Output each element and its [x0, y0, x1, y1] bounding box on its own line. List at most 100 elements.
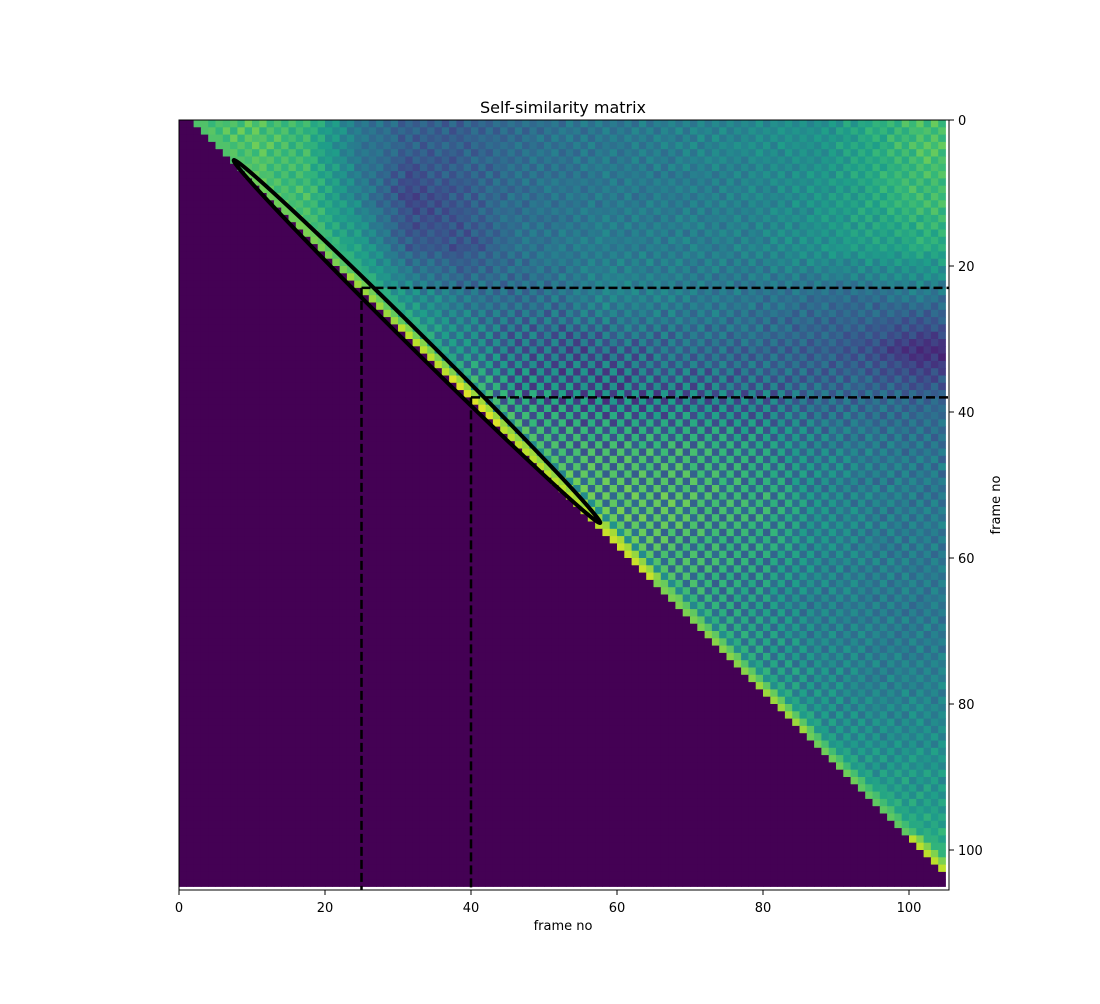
heatmap-cell: [463, 120, 472, 128]
heatmap-cell: [638, 317, 647, 325]
heatmap-cell: [646, 448, 654, 457]
heatmap-cell: [660, 244, 669, 252]
heatmap-cell: [602, 375, 611, 384]
heatmap-cell: [427, 463, 435, 471]
heatmap-cell: [390, 375, 399, 384]
heatmap-cell: [536, 273, 545, 281]
heatmap-cell: [617, 295, 625, 303]
heatmap-cell: [354, 463, 362, 471]
heatmap-cell: [857, 360, 866, 369]
heatmap-cell: [427, 397, 435, 406]
heatmap-cell: [587, 200, 596, 208]
heatmap-cell: [748, 200, 757, 208]
heatmap-cell: [916, 178, 924, 187]
heatmap-cell: [310, 463, 319, 471]
heatmap-cell: [339, 229, 348, 238]
heatmap-cell: [522, 324, 530, 333]
heatmap-cell: [237, 360, 246, 369]
heatmap-cell: [259, 309, 267, 318]
heatmap-cell: [500, 280, 508, 289]
heatmap-cell: [390, 382, 399, 391]
heatmap-cell: [872, 331, 881, 340]
heatmap-cell: [325, 193, 333, 201]
heatmap-cell: [332, 426, 340, 435]
heatmap-cell: [741, 331, 749, 340]
heatmap-cell: [485, 178, 494, 187]
heatmap-cell: [500, 149, 508, 157]
heatmap-cell: [857, 317, 866, 325]
heatmap-cell: [478, 127, 486, 135]
heatmap-cell: [434, 441, 443, 449]
heatmap-cell: [660, 156, 669, 165]
heatmap-cell: [536, 317, 545, 325]
heatmap-cell: [186, 390, 194, 398]
heatmap-cell: [281, 426, 289, 435]
heatmap-cell: [266, 433, 275, 442]
heatmap-cell: [741, 178, 749, 187]
heatmap-cell: [631, 222, 640, 230]
heatmap-cell: [536, 207, 545, 216]
heatmap-cell: [361, 317, 370, 325]
heatmap-cell: [821, 295, 830, 303]
heatmap-cell: [514, 141, 523, 150]
heatmap-cell: [339, 441, 348, 449]
heatmap-cell: [390, 193, 399, 201]
heatmap-cell: [303, 360, 311, 369]
heatmap-cell: [398, 251, 406, 260]
heatmap-cell: [368, 295, 377, 303]
heatmap-cell: [799, 433, 808, 442]
heatmap-cell: [536, 339, 545, 347]
heatmap-cell: [595, 236, 603, 245]
heatmap-cell: [346, 397, 355, 406]
heatmap-cell: [288, 302, 297, 311]
heatmap-cell: [522, 273, 530, 281]
heatmap-cell: [923, 149, 932, 157]
heatmap-cell: [923, 448, 932, 457]
heatmap-cell: [638, 185, 647, 194]
heatmap-cell: [544, 222, 552, 230]
heatmap-cell: [580, 360, 589, 369]
heatmap-cell: [288, 360, 297, 369]
heatmap-cell: [587, 222, 596, 230]
heatmap-cell: [901, 156, 910, 165]
heatmap-cell: [325, 280, 333, 289]
heatmap-cell: [485, 390, 494, 398]
heatmap-cell: [368, 375, 377, 384]
heatmap-cell: [923, 324, 932, 333]
heatmap-cell: [405, 207, 413, 216]
heatmap-cell: [580, 463, 589, 471]
heatmap-cell: [529, 134, 538, 143]
heatmap-cell: [755, 419, 764, 427]
heatmap-cell: [252, 200, 260, 208]
heatmap-cell: [456, 404, 465, 413]
heatmap-cell: [923, 419, 932, 427]
heatmap-cell: [894, 287, 903, 296]
heatmap-cell: [492, 309, 501, 318]
heatmap-cell: [602, 360, 611, 369]
heatmap-cell: [208, 309, 216, 318]
heatmap-cell: [215, 426, 224, 435]
heatmap-cell: [354, 244, 362, 252]
heatmap-cell: [317, 171, 326, 179]
heatmap-cell: [427, 419, 435, 427]
heatmap-cell: [368, 317, 377, 325]
heatmap-cell: [638, 353, 647, 362]
heatmap-cell: [646, 346, 654, 354]
heatmap-cell: [879, 448, 888, 457]
heatmap-cell: [872, 317, 881, 325]
heatmap-cell: [843, 171, 851, 179]
heatmap-cell: [317, 236, 326, 245]
heatmap-cell: [529, 229, 538, 238]
heatmap-cell: [544, 141, 552, 150]
heatmap-cell: [383, 397, 392, 406]
heatmap-cell: [638, 433, 647, 442]
heatmap-cell: [179, 295, 187, 303]
heatmap-cell: [361, 397, 370, 406]
heatmap-cell: [865, 324, 873, 333]
heatmap-cell: [500, 127, 508, 135]
heatmap-cell: [726, 185, 735, 194]
heatmap-cell: [339, 382, 348, 391]
heatmap-cell: [193, 273, 202, 281]
heatmap-cell: [259, 163, 267, 172]
heatmap-cell: [573, 375, 581, 384]
